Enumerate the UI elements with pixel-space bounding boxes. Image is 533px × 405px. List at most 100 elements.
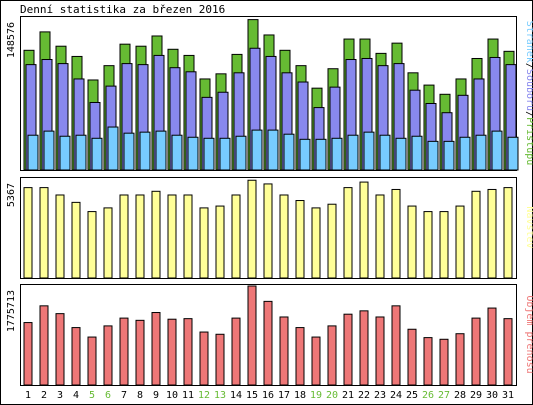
x-tick-label-day-13: 13 <box>214 390 226 401</box>
bottom-bar-objem-přenosu-day-10 <box>167 318 177 386</box>
x-tick-label-day-15: 15 <box>246 390 258 401</box>
x-tick-label-day-28: 28 <box>454 390 466 401</box>
middle-bar-návštěv-day-7 <box>119 194 129 279</box>
middle-bar-návštěv-day-16 <box>263 183 273 279</box>
bottom-series-label: Objem přenosu <box>524 295 533 373</box>
middle-bar-návštěv-day-24 <box>391 188 401 279</box>
x-tick-label-day-2: 2 <box>41 390 47 401</box>
x-tick-label-day-10: 10 <box>166 390 178 401</box>
top-series-label-part: Souborů <box>524 69 533 111</box>
middle-bar-návštěv-day-3 <box>55 194 65 279</box>
x-tick-label-day-5: 5 <box>89 390 95 401</box>
middle-bar-návštěv-day-23 <box>375 194 385 279</box>
bottom-bar-objem-přenosu-day-15 <box>247 285 257 386</box>
middle-series-label: Návštěv <box>524 206 533 248</box>
x-tick-label-day-21: 21 <box>342 390 354 401</box>
top-bar-stránek-day-12 <box>203 137 215 171</box>
bottom-bar-objem-přenosu-day-12 <box>199 331 209 386</box>
top-bar-stránek-day-16 <box>267 129 279 171</box>
bottom-bar-objem-přenosu-day-30 <box>487 307 497 386</box>
middle-bar-návštěv-day-4 <box>71 201 81 279</box>
x-tick-label-day-31: 31 <box>502 390 514 401</box>
middle-bar-návštěv-day-9 <box>151 190 161 279</box>
middle-bar-návštěv-day-29 <box>471 190 481 279</box>
x-tick-label-day-16: 16 <box>262 390 274 401</box>
bottom-bar-objem-přenosu-day-5 <box>87 336 97 386</box>
bottom-bar-objem-přenosu-day-11 <box>183 318 193 386</box>
top-bar-stránek-day-23 <box>379 134 391 171</box>
top-bar-stránek-day-10 <box>171 134 183 171</box>
top-bar-stránek-day-27 <box>443 140 455 171</box>
bottom-bar-objem-přenosu-day-2 <box>39 305 49 386</box>
top-bar-stránek-day-2 <box>43 130 55 171</box>
top-bar-stránek-day-29 <box>475 134 487 171</box>
middle-bar-návštěv-day-27 <box>439 211 449 279</box>
top-bar-stránek-day-17 <box>283 133 295 171</box>
top-series-label-part: Stránek <box>524 21 533 63</box>
x-tick-label-day-20: 20 <box>326 390 338 401</box>
top-bar-stránek-day-18 <box>299 138 311 171</box>
middle-bar-návštěv-day-18 <box>295 200 305 279</box>
top-bar-stránek-day-13 <box>219 137 231 171</box>
x-tick-label-day-27: 27 <box>438 390 450 401</box>
x-tick-label-day-14: 14 <box>230 390 242 401</box>
top-bar-stránek-day-25 <box>411 135 423 171</box>
bottom-bar-objem-přenosu-day-17 <box>279 316 289 386</box>
top-bar-stránek-day-14 <box>235 135 247 171</box>
x-tick-label-day-4: 4 <box>73 390 79 401</box>
bottom-bar-objem-přenosu-day-27 <box>439 338 449 386</box>
middle-bar-návštěv-day-11 <box>183 194 193 279</box>
x-tick-label-day-7: 7 <box>121 390 127 401</box>
middle-ymax-label: 5367 <box>6 183 17 207</box>
middle-bar-návštěv-day-2 <box>39 187 49 279</box>
chart-title: Denní statistika za březen 2016 <box>20 3 226 16</box>
top-bar-stránek-day-20 <box>331 137 343 171</box>
bottom-bar-objem-přenosu-day-23 <box>375 316 385 386</box>
top-bar-stránek-day-24 <box>395 137 407 171</box>
middle-bar-návštěv-day-15 <box>247 179 257 279</box>
bottom-bar-objem-přenosu-day-1 <box>23 322 33 386</box>
top-bar-stránek-day-9 <box>155 130 167 171</box>
top-bar-stránek-day-6 <box>107 126 119 171</box>
x-tick-label-day-11: 11 <box>182 390 194 401</box>
top-series-label-part: Přístupů <box>524 117 533 165</box>
top-series-label-part: / <box>524 111 533 117</box>
bottom-bar-objem-přenosu-day-3 <box>55 313 65 386</box>
bottom-ymax-label: 1775713 <box>6 290 17 332</box>
middle-bar-návštěv-day-31 <box>503 187 513 279</box>
bottom-bar-objem-přenosu-day-6 <box>103 325 113 386</box>
bottom-bar-objem-přenosu-day-29 <box>471 317 481 386</box>
x-tick-label-day-9: 9 <box>153 390 159 401</box>
x-tick-label-day-30: 30 <box>486 390 498 401</box>
middle-bar-návštěv-day-14 <box>231 194 241 279</box>
top-bar-stránek-day-7 <box>123 132 135 171</box>
bottom-bar-objem-přenosu-day-14 <box>231 317 241 386</box>
x-tick-label-day-3: 3 <box>57 390 63 401</box>
x-tick-label-day-17: 17 <box>278 390 290 401</box>
bottom-bar-objem-přenosu-day-4 <box>71 327 81 386</box>
middle-bar-návštěv-day-17 <box>279 194 289 279</box>
middle-bar-návštěv-day-6 <box>103 207 113 279</box>
middle-bar-návštěv-day-30 <box>487 188 497 279</box>
bottom-bar-objem-přenosu-day-22 <box>359 310 369 386</box>
top-bar-stránek-day-4 <box>75 134 87 171</box>
bottom-bar-objem-přenosu-day-18 <box>295 327 305 386</box>
x-tick-label-day-24: 24 <box>390 390 402 401</box>
x-tick-label-day-26: 26 <box>422 390 434 401</box>
middle-bar-návštěv-day-21 <box>343 187 353 279</box>
middle-bar-návštěv-day-25 <box>407 205 417 279</box>
bottom-bar-objem-přenosu-day-9 <box>151 312 161 386</box>
x-tick-label-day-25: 25 <box>406 390 418 401</box>
top-bar-stránek-day-5 <box>91 137 103 171</box>
bottom-bar-objem-přenosu-day-25 <box>407 328 417 386</box>
top-bar-stránek-day-21 <box>347 134 359 171</box>
bottom-bar-objem-přenosu-day-19 <box>311 336 321 386</box>
x-tick-label-day-12: 12 <box>198 390 210 401</box>
bottom-bar-objem-přenosu-day-21 <box>343 313 353 386</box>
top-bar-stránek-day-15 <box>251 129 263 171</box>
x-tick-label-day-8: 8 <box>137 390 143 401</box>
bottom-bar-objem-přenosu-day-16 <box>263 300 273 386</box>
x-tick-label-day-1: 1 <box>25 390 31 401</box>
